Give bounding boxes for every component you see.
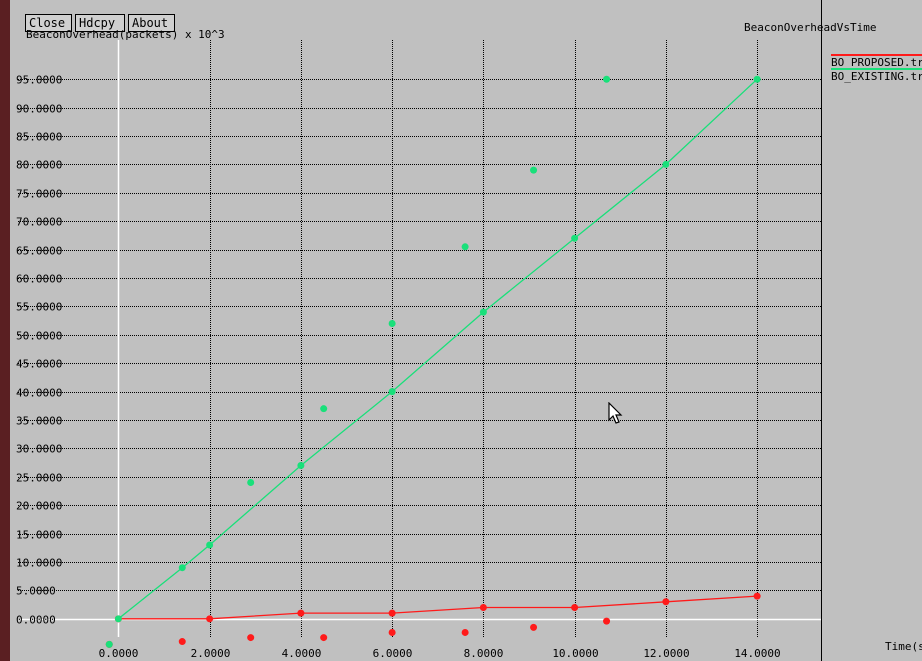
data-point: [178, 564, 186, 572]
plot-window: 0.0000 5.0000 10.0000 15.0000 20.0000 25.0000…: [10, 0, 922, 661]
series-line-1: [117, 78, 758, 620]
data-point: [662, 598, 670, 606]
data-point: [753, 592, 761, 600]
y-tick-label: 55.0000: [16, 301, 62, 314]
legend-item-proposed[interactable]: BO_PROPOSED.tr: [831, 54, 922, 69]
data-point: [297, 609, 305, 617]
data-point: [571, 603, 579, 611]
legend-line-existing: [831, 68, 922, 70]
x-tick-label: 2.0000: [191, 647, 231, 660]
offset-point: [603, 75, 611, 83]
x-tick-label: 14.0000: [734, 647, 780, 660]
data-point: [114, 615, 122, 623]
y-tick-label: 80.0000: [16, 159, 62, 172]
y-tick-label: 60.0000: [16, 273, 62, 286]
tick-labels: 0.0000 5.0000 10.0000 15.0000 20.0000 25.0000…: [16, 74, 781, 661]
data-point: [479, 603, 487, 611]
offset-point: [247, 479, 255, 487]
y-tick-label: 75.0000: [16, 188, 62, 201]
x-tick-label: 6.0000: [373, 647, 413, 660]
mouse-pointer-icon: [608, 402, 623, 424]
window-border: [0, 0, 10, 661]
offset-point: [603, 617, 611, 625]
y-tick-label: 15.0000: [16, 529, 62, 542]
y-tick-label: 65.0000: [16, 245, 62, 258]
legend-label-existing: BO_EXISTING.tr: [831, 70, 922, 83]
offset-point: [105, 640, 113, 648]
y-tick-label: 0.0000: [16, 614, 56, 627]
y-tick-label: 25.0000: [16, 472, 62, 485]
y-axis-label: BeaconOverhead(packets) x 10^3: [26, 28, 225, 41]
hdcpy-button[interactable]: Hdcpy: [75, 14, 125, 32]
offset-point: [388, 628, 396, 636]
data-point: [662, 160, 670, 168]
y-tick-label: 95.0000: [16, 74, 62, 87]
y-tick-label: 20.0000: [16, 500, 62, 513]
legend-item-existing[interactable]: BO_EXISTING.tr: [831, 68, 922, 83]
close-button[interactable]: Close: [25, 14, 72, 32]
y-tick-label: 40.0000: [16, 387, 62, 400]
x-tick-label: 0.0000: [99, 647, 139, 660]
grid: [18, 40, 821, 637]
about-button[interactable]: About: [128, 14, 175, 32]
offset-point: [530, 166, 538, 174]
offset-point: [178, 638, 186, 646]
data-point: [388, 609, 396, 617]
axes: [18, 0, 822, 661]
x-tick-label: 12.0000: [643, 647, 689, 660]
x-tick-label: 8.0000: [464, 647, 504, 660]
y-tick-label: 30.0000: [16, 443, 62, 456]
offset-point: [320, 634, 328, 642]
data-point: [206, 615, 214, 623]
y-tick-label: 70.0000: [16, 216, 62, 229]
y-tick-label: 85.0000: [16, 131, 62, 144]
legend-label-proposed: BO_PROPOSED.tr: [831, 56, 922, 69]
chart: 0.0000 5.0000 10.0000 15.0000 20.0000 25.0000…: [16, 0, 822, 661]
data-point: [479, 308, 487, 316]
y-tick-label: 10.0000: [16, 557, 62, 570]
y-tick-label: 45.0000: [16, 358, 62, 371]
x-tick-label: 10.0000: [552, 647, 598, 660]
offset-point: [530, 623, 538, 631]
y-tick-label: 35.0000: [16, 415, 62, 428]
y-tick-label: 50.0000: [16, 330, 62, 343]
series: [105, 75, 761, 648]
y-tick-label: 90.0000: [16, 103, 62, 116]
data-point: [571, 234, 579, 242]
offset-point: [388, 319, 396, 327]
chart-title: BeaconOverheadVsTime: [744, 21, 877, 34]
offset-point: [320, 405, 328, 413]
data-point: [297, 461, 305, 469]
y-tick-label: 5.0000: [16, 585, 56, 598]
x-tick-label: 4.0000: [282, 647, 322, 660]
data-point: [206, 541, 214, 549]
offset-point: [247, 634, 255, 642]
legend-line-proposed: [831, 54, 922, 56]
series-line-0: [118, 595, 758, 620]
data-point: [753, 75, 761, 83]
x-axis-label: Time(s: [885, 640, 922, 653]
offset-point: [461, 243, 469, 251]
data-point: [388, 388, 396, 396]
offset-point: [461, 628, 469, 636]
